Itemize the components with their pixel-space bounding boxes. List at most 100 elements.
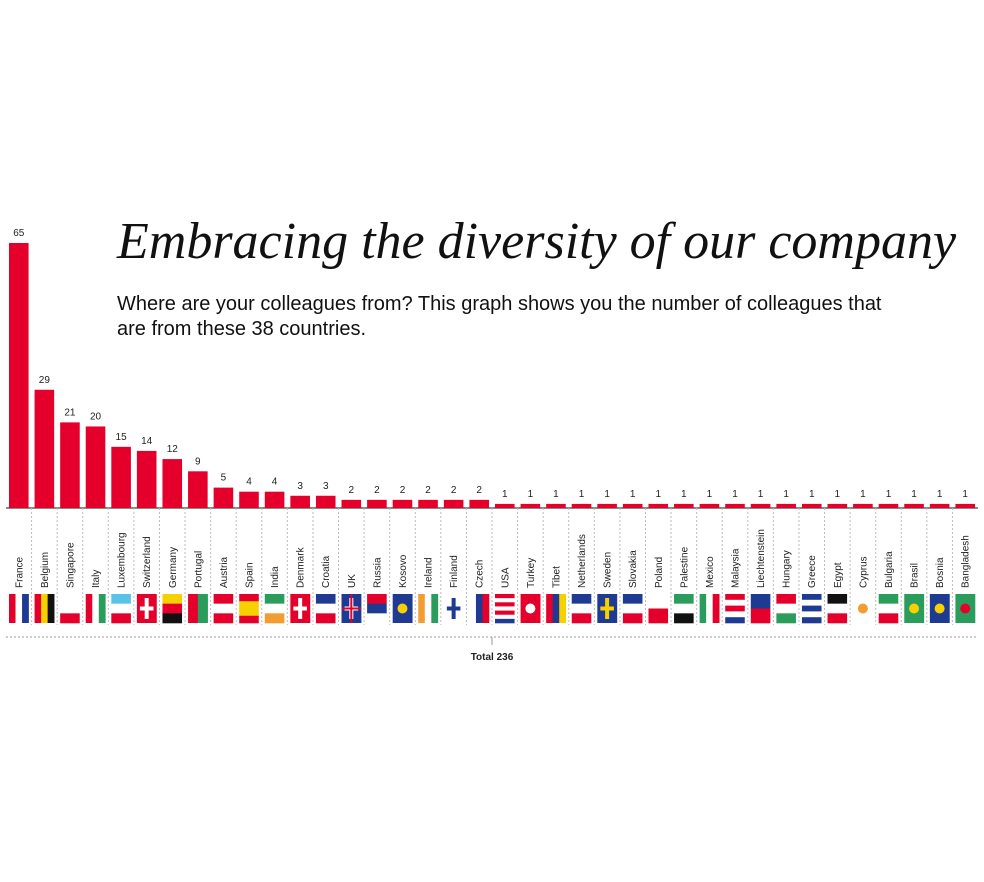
value-label: 1	[528, 489, 534, 500]
flag	[136, 594, 157, 623]
flag-stripe	[801, 594, 822, 601]
value-label: 12	[167, 444, 179, 455]
flag	[648, 594, 669, 624]
flag	[955, 594, 976, 623]
bar	[878, 503, 899, 508]
flag-stripe	[367, 603, 387, 614]
flag-stripe	[111, 603, 131, 614]
bar	[162, 459, 183, 508]
flag-stripe	[239, 594, 259, 602]
value-label: 1	[886, 489, 892, 500]
category-label: France	[14, 556, 25, 588]
category-label: Belgium	[40, 552, 51, 588]
bar	[827, 503, 848, 508]
flag-stripe	[725, 617, 745, 624]
category-label: India	[270, 566, 281, 588]
flag	[571, 594, 592, 624]
flag-stripe	[495, 594, 515, 599]
category-label: Italy	[91, 570, 102, 588]
flag-stripe	[878, 603, 899, 614]
flag-stripe	[239, 608, 259, 617]
category-label: Portugal	[193, 551, 204, 588]
flag-stripe	[264, 594, 285, 604]
flag-stripe	[801, 617, 822, 624]
flag-stripe	[750, 594, 771, 609]
flag-stripe	[878, 594, 899, 604]
flag	[546, 594, 567, 623]
flag-stripe	[162, 594, 183, 604]
flag-stripe	[571, 613, 592, 624]
value-label: 2	[400, 485, 406, 496]
category-label: Mexico	[705, 556, 716, 588]
category-label: Czech	[475, 560, 486, 588]
flag-stripe	[674, 594, 694, 604]
flag-cross	[446, 606, 461, 611]
bar	[904, 503, 924, 508]
flag	[443, 594, 464, 623]
flag-stripe	[34, 594, 42, 623]
total-label: Total 236	[471, 652, 514, 663]
value-label: 1	[809, 489, 815, 500]
flag-stripe	[725, 594, 745, 601]
flag-stripe	[431, 594, 439, 623]
category-label: USA	[500, 567, 511, 588]
flag-stripe	[801, 599, 822, 606]
bar	[648, 503, 669, 508]
category-label: UK	[347, 574, 358, 588]
flag	[520, 594, 541, 623]
category-label: Slovakia	[628, 550, 639, 588]
bar	[520, 503, 541, 508]
category-label: Tibet	[551, 566, 562, 588]
flag-emblem	[857, 603, 868, 614]
flag	[418, 594, 439, 623]
category-label: Turkey	[526, 558, 537, 588]
flag-stripe	[213, 594, 234, 604]
category-label: Germany	[168, 547, 179, 588]
flag-stripe	[239, 601, 259, 609]
bar	[85, 426, 106, 508]
flag-stripe	[98, 594, 106, 623]
flag	[315, 594, 336, 624]
bar	[136, 450, 157, 508]
flag-stripe	[552, 594, 560, 623]
flag	[111, 594, 131, 624]
bar	[674, 503, 694, 508]
category-label: Hungary	[782, 550, 793, 588]
flag-stripe	[495, 602, 515, 607]
flag-emblem	[909, 603, 920, 614]
bar	[955, 503, 975, 508]
flag	[750, 594, 771, 624]
flag-stripe	[725, 599, 745, 606]
flag-stripe	[725, 605, 745, 612]
flag-stripe	[315, 594, 336, 604]
flag-stripe	[559, 594, 567, 623]
category-label: Poland	[654, 557, 665, 588]
bar	[60, 422, 80, 508]
bar	[315, 495, 336, 508]
flag	[674, 594, 694, 624]
flag-stripe	[776, 594, 796, 604]
bar	[546, 503, 566, 508]
flag	[853, 594, 873, 623]
bar	[392, 499, 413, 508]
category-label: Croatia	[321, 555, 332, 588]
flag-stripe	[85, 594, 93, 623]
value-label: 1	[835, 489, 841, 500]
value-label: 1	[630, 489, 636, 500]
value-label: 20	[90, 411, 102, 422]
flag-stripe	[482, 594, 490, 623]
flag	[264, 594, 285, 624]
flag	[495, 594, 515, 624]
bar	[929, 503, 950, 508]
flag-stripe	[9, 594, 16, 623]
category-label: Egypt	[833, 562, 844, 588]
category-label: Finland	[449, 555, 460, 588]
flag-stripe	[41, 594, 48, 623]
flag-stripe	[622, 594, 643, 604]
value-label: 1	[937, 489, 943, 500]
flag-stripe	[264, 603, 285, 614]
flag	[929, 594, 950, 623]
bar	[801, 503, 822, 508]
value-label: 4	[272, 477, 278, 488]
flag-emblem	[934, 603, 945, 614]
